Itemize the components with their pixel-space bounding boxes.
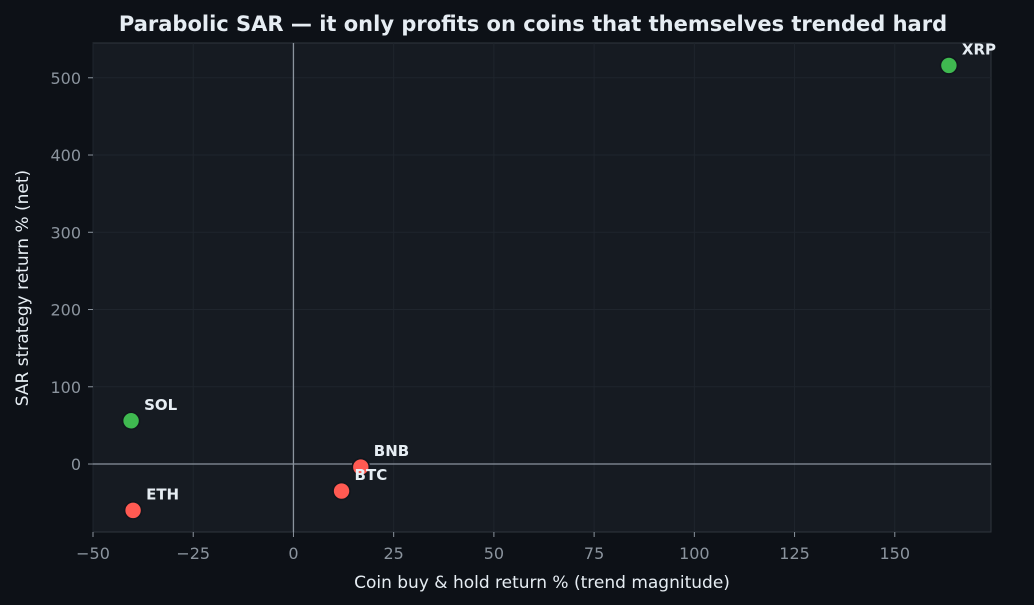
point-label-btc: BTC: [355, 466, 388, 484]
y-tick-label: 500: [50, 69, 81, 88]
data-points: [121, 56, 959, 520]
y-tick-label: 400: [50, 146, 81, 165]
data-point-btc: [332, 481, 351, 501]
data-point-xrp: [939, 56, 959, 75]
reference-lines: [93, 43, 991, 532]
x-tick-label: 0: [288, 544, 298, 563]
x-axis-label: Coin buy & hold return % (trend magnitud…: [354, 573, 730, 593]
point-label-xrp: XRP: [962, 40, 996, 58]
point-labels: XRP SOL BNB BTC ETH: [144, 40, 996, 503]
x-tick-label: 125: [779, 544, 810, 563]
y-axis-ticks: 0 100 200 300 400 500: [50, 69, 93, 474]
x-tick-label: −25: [176, 544, 210, 563]
data-point-bnb: [351, 457, 371, 477]
x-tick-label: 75: [584, 544, 604, 563]
x-tick-label: 150: [880, 544, 911, 563]
plot-area: [92, 42, 992, 533]
x-tick-label: 25: [383, 544, 403, 563]
data-point-sol: [121, 411, 141, 431]
x-tick-label: 50: [484, 544, 504, 563]
x-axis-ticks: −50 −25 0 25 50 75 100 125 150: [76, 532, 910, 563]
y-tick-label: 100: [50, 378, 81, 397]
x-tick-label: −50: [76, 544, 110, 563]
chart-title: Parabolic SAR — it only profits on coins…: [119, 12, 947, 36]
y-tick-label: 0: [71, 455, 81, 474]
x-tick-label: 100: [679, 544, 710, 563]
data-point-eth: [123, 501, 143, 520]
point-label-bnb: BNB: [374, 442, 409, 460]
point-label-sol: SOL: [144, 396, 178, 414]
y-tick-label: 200: [50, 301, 81, 320]
y-axis-label: SAR strategy return % (net): [13, 170, 33, 406]
y-tick-label: 300: [50, 223, 81, 242]
point-label-eth: ETH: [146, 485, 179, 503]
